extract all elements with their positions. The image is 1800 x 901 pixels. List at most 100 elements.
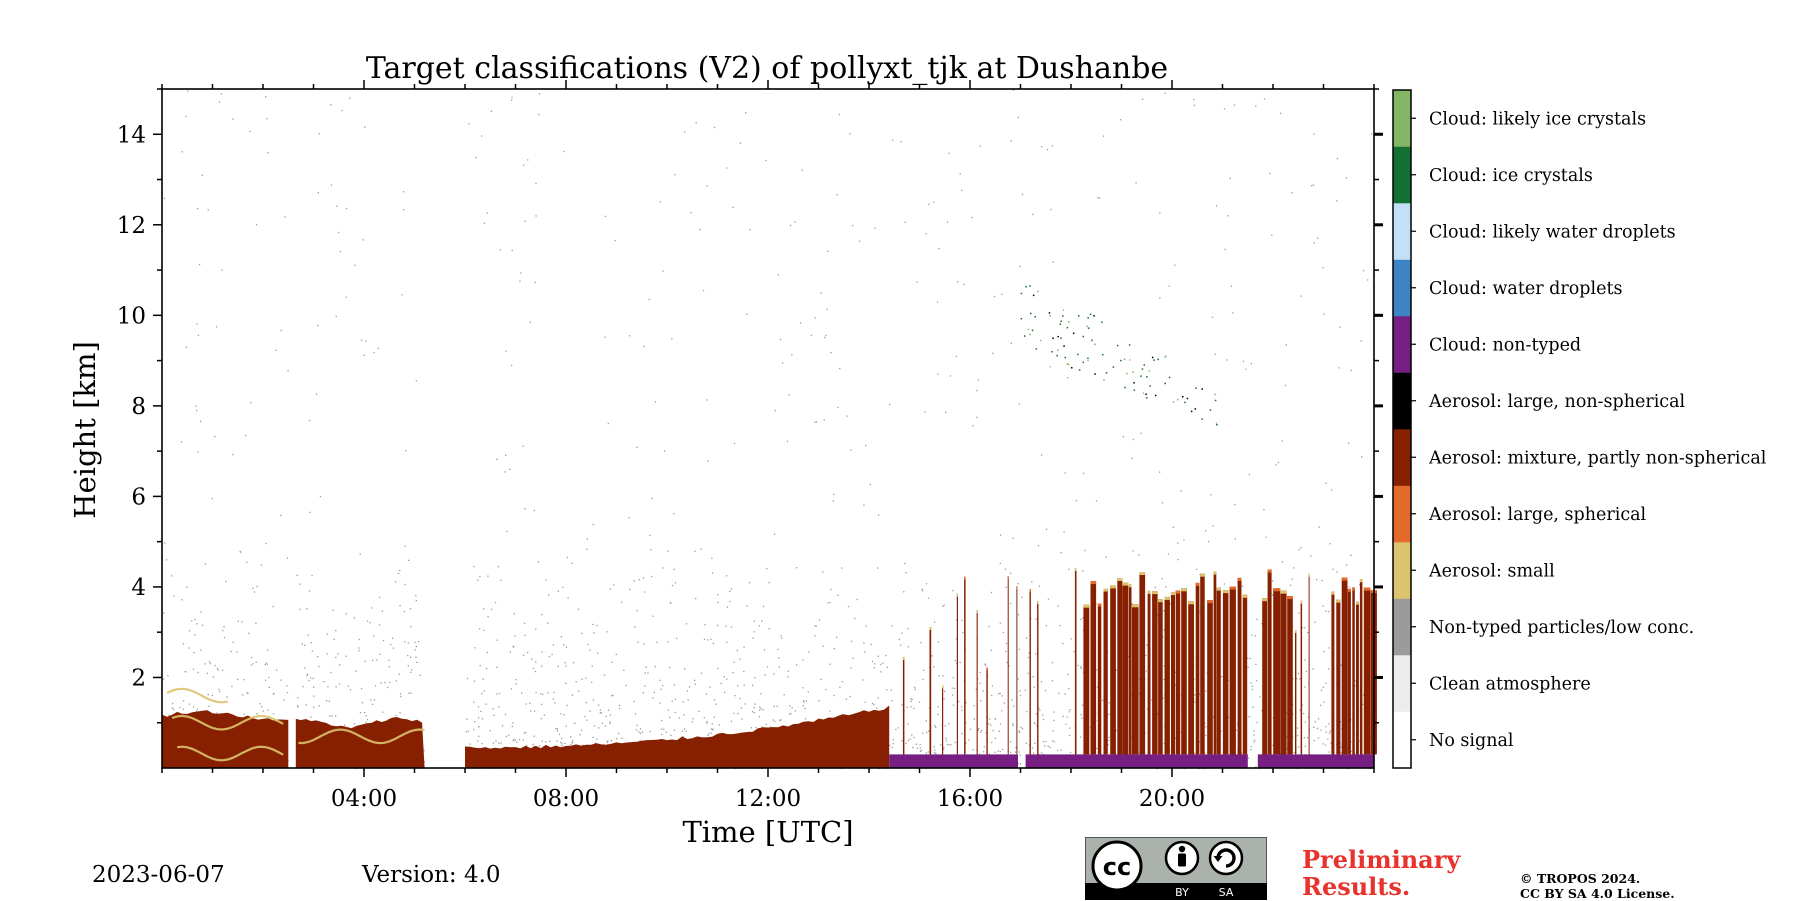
speck-356 xyxy=(1011,699,1013,701)
speck-838 xyxy=(779,338,782,341)
by-label: BY xyxy=(1175,886,1189,899)
speck-2514 xyxy=(1292,736,1294,738)
speck-1707 xyxy=(825,688,827,691)
profile-top-6 xyxy=(986,667,988,671)
profile-stripe-54 xyxy=(1363,587,1371,755)
profile-stripe-13 xyxy=(1090,581,1097,755)
speck-472 xyxy=(214,435,216,438)
speck-146 xyxy=(323,681,325,683)
speck-1427 xyxy=(173,595,175,597)
speck-2221 xyxy=(778,657,780,659)
speck-732 xyxy=(167,675,169,677)
ice-speck-75 xyxy=(1067,363,1070,365)
speck-2028 xyxy=(1313,726,1315,728)
speck-742 xyxy=(1323,651,1325,653)
speck-1675 xyxy=(725,575,728,577)
speck-2409 xyxy=(599,709,602,711)
speck-713 xyxy=(1193,694,1196,696)
profile-top-21 xyxy=(1139,572,1146,575)
ice-speck-31 xyxy=(1112,366,1115,368)
speck-2179 xyxy=(1293,751,1295,754)
speck-1442 xyxy=(713,699,716,701)
speck-1484 xyxy=(715,703,717,705)
speck-74 xyxy=(212,676,215,678)
colorbar-label-0: No signal xyxy=(1429,731,1514,751)
speck-886 xyxy=(308,419,311,422)
speck-1326 xyxy=(561,744,563,746)
speck-1150 xyxy=(674,698,677,700)
profile-top-7 xyxy=(1007,576,1009,580)
profile-top-0 xyxy=(902,657,905,661)
speck-1739 xyxy=(1038,707,1040,709)
ice-speck-89 xyxy=(1048,312,1051,314)
speck-704 xyxy=(605,715,607,718)
speck-122 xyxy=(1250,682,1252,684)
speck-297 xyxy=(1142,392,1144,394)
speck-2369 xyxy=(306,608,308,610)
speck-427 xyxy=(713,126,716,129)
speck-1138 xyxy=(1042,741,1045,743)
ice-speck-44 xyxy=(1072,332,1075,334)
speck-2165 xyxy=(609,714,611,716)
speck-2372 xyxy=(1198,741,1201,743)
y-tick-label-3: 8 xyxy=(131,394,146,420)
y-tick-label-5: 12 xyxy=(117,213,146,239)
speck-2549 xyxy=(950,744,952,746)
profile-stripe-12 xyxy=(1083,604,1090,755)
speck-393 xyxy=(1164,92,1166,94)
profile-top-33 xyxy=(1213,571,1217,575)
speck-786 xyxy=(743,646,745,648)
speck-622 xyxy=(313,695,315,697)
speck-181 xyxy=(1036,725,1038,727)
speck-1706 xyxy=(604,725,606,727)
plot-area xyxy=(161,88,1377,770)
speck-1052 xyxy=(1004,568,1006,570)
speck-2149 xyxy=(1247,666,1249,668)
speck-752 xyxy=(628,335,631,337)
speck-2493 xyxy=(1336,571,1338,573)
speck-1451 xyxy=(317,656,319,658)
speck-291 xyxy=(1336,158,1338,160)
speck-1016 xyxy=(628,517,630,519)
speck-309 xyxy=(468,123,470,125)
speck-922 xyxy=(849,133,851,135)
ice-speck-10 xyxy=(1165,355,1167,357)
profile-stripe-43 xyxy=(1287,596,1293,755)
speck-1844 xyxy=(1157,614,1159,616)
speck-2319 xyxy=(1265,536,1267,538)
speck-1209 xyxy=(1010,602,1012,605)
speck-60 xyxy=(519,280,521,282)
speck-2402 xyxy=(266,649,269,651)
speck-1799 xyxy=(193,652,195,654)
speck-2067 xyxy=(1322,686,1324,688)
speck-794 xyxy=(232,453,234,456)
speck-1007 xyxy=(919,750,922,753)
speck-964 xyxy=(1253,741,1255,743)
profile-top-28 xyxy=(1181,588,1187,592)
speck-77 xyxy=(304,667,306,669)
speck-1903 xyxy=(716,624,719,627)
speck-1616 xyxy=(378,596,381,598)
speck-125 xyxy=(739,658,741,660)
speck-1467 xyxy=(1145,654,1147,656)
speck-2551 xyxy=(267,152,269,154)
speck-1850 xyxy=(188,647,190,649)
speck-2504 xyxy=(1205,726,1207,728)
speck-519 xyxy=(873,663,876,665)
speck-371 xyxy=(750,727,752,729)
small-aerosol-streak-2 xyxy=(298,728,425,745)
speck-2321 xyxy=(565,682,567,684)
speck-1710 xyxy=(585,701,587,704)
speck-465 xyxy=(1018,648,1021,650)
speck-349 xyxy=(1163,742,1165,745)
speck-954 xyxy=(545,741,547,743)
profile-top-52 xyxy=(1356,601,1359,605)
speck-1601 xyxy=(196,207,199,210)
speck-1436 xyxy=(905,572,907,574)
speck-330 xyxy=(423,761,425,763)
speck-2162 xyxy=(345,296,347,298)
speck-1369 xyxy=(168,714,170,716)
speck-103 xyxy=(954,741,956,744)
speck-159 xyxy=(745,112,747,114)
speck-652 xyxy=(1340,752,1342,754)
